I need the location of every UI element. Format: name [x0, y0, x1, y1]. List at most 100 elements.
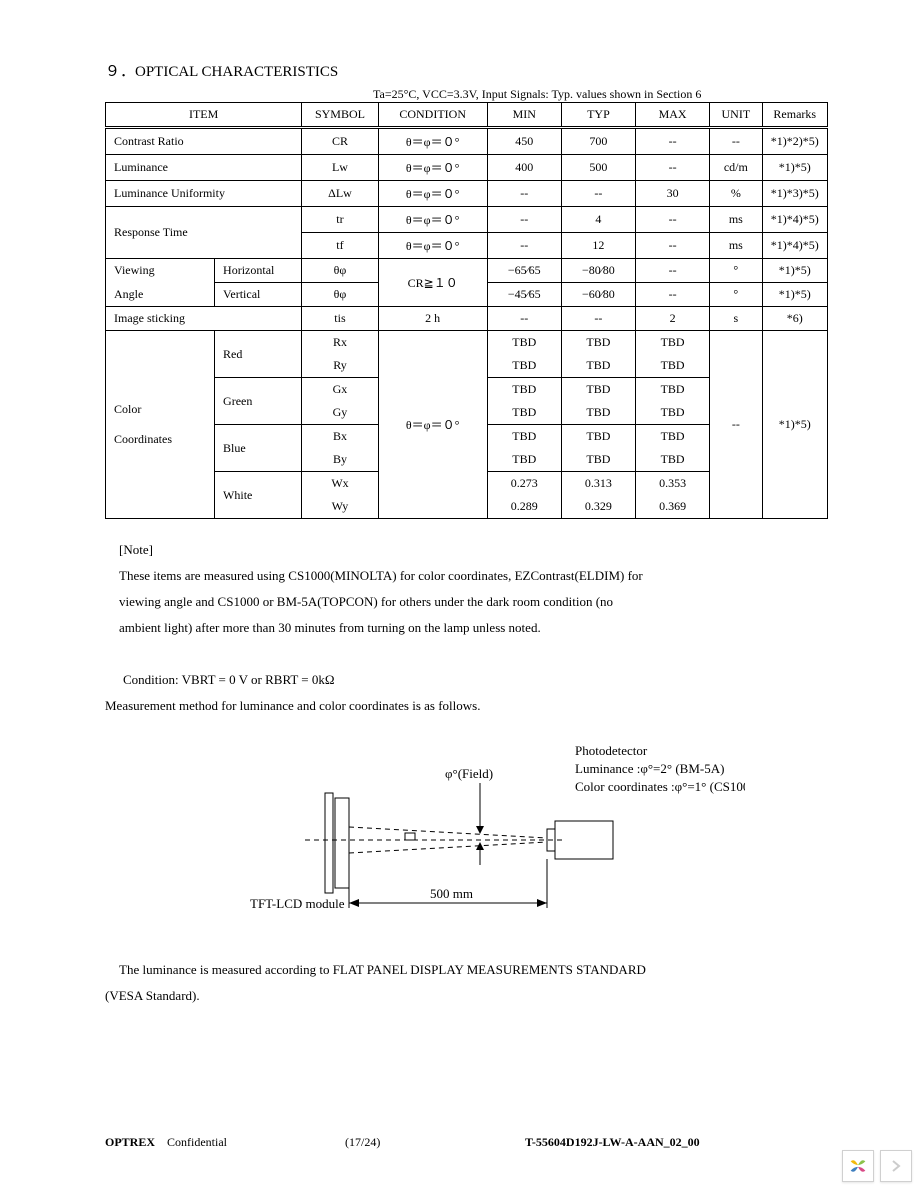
next-page-button[interactable] — [880, 1150, 912, 1182]
cell-max: 0.369 — [636, 495, 710, 519]
cell-symbol: Gx — [302, 378, 378, 402]
cell-item: Luminance Uniformity — [106, 181, 302, 207]
cell-item: Viewing — [106, 259, 215, 283]
cell-sub: Horizontal — [215, 259, 302, 283]
cell-symbol: By — [302, 448, 378, 472]
cell-typ: 0.313 — [561, 472, 635, 496]
cell-sub: Blue — [215, 425, 302, 472]
table-row: Contrast Ratio CR θ＝φ＝０° 450 700 -- -- *… — [106, 128, 828, 155]
tft-lcd-label: TFT-LCD module — [250, 896, 345, 911]
cell-unit: ms — [710, 207, 762, 233]
section-title: ９．OPTICAL CHARACTERISTICS — [105, 60, 828, 81]
cell-min: TBD — [487, 401, 561, 425]
cell-typ: TBD — [561, 378, 635, 402]
cell-rem: *1)*5) — [762, 259, 828, 283]
cell-max: TBD — [636, 354, 710, 378]
table-row: Luminance Uniformity ΔLw θ＝φ＝０° -- -- 30… — [106, 181, 828, 207]
note-line: These items are measured using CS1000(MI… — [119, 563, 828, 589]
table-row: Viewing Horizontal θφ CR≧１０ −65∕65 −80∕8… — [106, 259, 828, 283]
cell-cond: θ＝φ＝０° — [378, 128, 487, 155]
cell-typ: 0.329 — [561, 495, 635, 519]
cell-rem: *1)*3)*5) — [762, 181, 828, 207]
cell-unit: ms — [710, 233, 762, 259]
footer-page-number: (17/24) — [345, 1135, 525, 1150]
note-label: [Note] — [119, 537, 828, 563]
cell-symbol: tr — [302, 207, 378, 233]
note-line: Condition: VBRT = 0 V or RBRT = 0kΩ — [123, 667, 828, 693]
th-condition: CONDITION — [378, 103, 487, 128]
cell-rem: *1)*2)*5) — [762, 128, 828, 155]
cell-typ: 700 — [561, 128, 635, 155]
cell-unit: ° — [710, 283, 762, 307]
th-max: MAX — [636, 103, 710, 128]
cell-rem: *1)*4)*5) — [762, 207, 828, 233]
cell-max: 30 — [636, 181, 710, 207]
cell-rem: *6) — [762, 307, 828, 331]
cell-typ: TBD — [561, 331, 635, 355]
cell-typ: -- — [561, 181, 635, 207]
luminance-label: Luminance :φ°=2° (BM-5A) — [575, 761, 724, 776]
cell-symbol: Lw — [302, 155, 378, 181]
cell-symbol: tis — [302, 307, 378, 331]
cell-symbol: θφ — [302, 259, 378, 283]
cell-unit: % — [710, 181, 762, 207]
cell-max: TBD — [636, 425, 710, 449]
measurement-diagram: Photodetector Luminance :φ°=2° (BM-5A) C… — [225, 743, 828, 927]
cell-min: 450 — [487, 128, 561, 155]
table-row: Color Coordinates Red Rx θ＝φ＝０° TBD TBD … — [106, 331, 828, 355]
cell-sub: Green — [215, 378, 302, 425]
cell-typ: 500 — [561, 155, 635, 181]
cell-typ: −80∕80 — [561, 259, 635, 283]
cell-min: TBD — [487, 331, 561, 355]
cell-unit: -- — [710, 128, 762, 155]
cell-max: -- — [636, 283, 710, 307]
th-min: MIN — [487, 103, 561, 128]
cell-item: Contrast Ratio — [106, 128, 302, 155]
cell-sub: Red — [215, 331, 302, 378]
cell-cond: θ＝φ＝０° — [378, 331, 487, 519]
cell-cond: CR≧１０ — [378, 259, 487, 307]
cell-typ: 4 — [561, 207, 635, 233]
distance-label: 500 mm — [430, 886, 473, 901]
cell-sub: Vertical — [215, 283, 302, 307]
table-row: Response Time tr θ＝φ＝０° -- 4 -- ms *1)*4… — [106, 207, 828, 233]
cell-sub: White — [215, 472, 302, 519]
table-row: Image sticking tis 2 h -- -- 2 s *6) — [106, 307, 828, 331]
cell-max: -- — [636, 128, 710, 155]
cell-max: TBD — [636, 401, 710, 425]
cell-symbol: Ry — [302, 354, 378, 378]
cell-unit: s — [710, 307, 762, 331]
cell-cond: θ＝φ＝０° — [378, 155, 487, 181]
cell-item: Luminance — [106, 155, 302, 181]
th-symbol: SYMBOL — [302, 103, 378, 128]
cell-symbol: Rx — [302, 331, 378, 355]
cell-symbol: Bx — [302, 425, 378, 449]
cell-symbol: θφ — [302, 283, 378, 307]
cell-max: 0.353 — [636, 472, 710, 496]
note-block: [Note] These items are measured using CS… — [105, 537, 828, 719]
cell-symbol: Wy — [302, 495, 378, 519]
cell-cond: θ＝φ＝０° — [378, 207, 487, 233]
note-line: ambient light) after more than 30 minute… — [119, 615, 828, 641]
cell-item: Angle — [106, 283, 215, 307]
cell-max: TBD — [636, 378, 710, 402]
cell-min: -- — [487, 181, 561, 207]
cell-min: −65∕65 — [487, 259, 561, 283]
table-row: Luminance Lw θ＝φ＝０° 400 500 -- cd/m *1)*… — [106, 155, 828, 181]
cell-cond: 2 h — [378, 307, 487, 331]
cell-max: -- — [636, 155, 710, 181]
cell-min: -- — [487, 207, 561, 233]
after-diagram-text: The luminance is measured according to F… — [105, 957, 828, 1009]
th-remarks: Remarks — [762, 103, 828, 128]
corner-controls — [842, 1150, 912, 1182]
conditions-text: Ta=25°C, VCC=3.3V, Input Signals: Typ. v… — [373, 87, 828, 102]
cell-max: -- — [636, 259, 710, 283]
table-header-row: ITEM SYMBOL CONDITION MIN TYP MAX UNIT R… — [106, 103, 828, 128]
field-label: φ°(Field) — [445, 766, 493, 781]
th-unit: UNIT — [710, 103, 762, 128]
cell-min: TBD — [487, 378, 561, 402]
vesa-line: The luminance is measured according to F… — [119, 957, 828, 983]
cell-min: TBD — [487, 448, 561, 472]
logo-icon[interactable] — [842, 1150, 874, 1182]
cell-unit: ° — [710, 259, 762, 283]
